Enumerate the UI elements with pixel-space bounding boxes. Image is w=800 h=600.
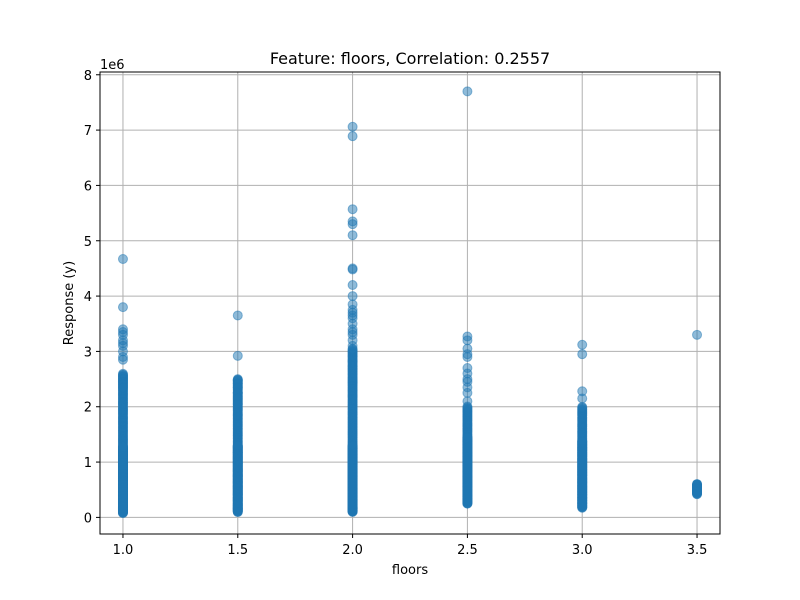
data-point — [692, 488, 703, 499]
x-tick-label: 2.0 — [342, 543, 363, 558]
data-point — [117, 254, 128, 265]
data-points — [117, 86, 703, 518]
data-point — [347, 131, 358, 142]
x-tick-label: 1.0 — [113, 543, 134, 558]
data-point — [347, 280, 358, 291]
y-tick-label: 7 — [84, 124, 92, 139]
data-point — [577, 436, 588, 447]
data-point — [462, 86, 473, 97]
y-tick-label: 3 — [84, 345, 92, 360]
x-tick-label: 3.5 — [687, 543, 708, 558]
y-tick-label: 8 — [84, 69, 92, 84]
data-point — [577, 349, 588, 360]
data-point — [232, 350, 243, 361]
grid — [100, 72, 720, 534]
data-point — [692, 329, 703, 340]
data-point — [462, 351, 473, 362]
data-point — [347, 291, 358, 302]
y-tick-label: 1 — [84, 456, 92, 471]
data-point — [577, 401, 588, 412]
plot-area-frame — [99, 71, 721, 535]
data-point — [462, 432, 473, 443]
data-point — [347, 340, 358, 351]
data-point — [117, 354, 128, 365]
data-point — [232, 398, 243, 409]
data-point — [462, 396, 473, 407]
data-point — [117, 302, 128, 313]
data-point — [347, 440, 358, 451]
x-axis-label: floors — [392, 563, 428, 578]
data-point — [347, 121, 358, 132]
chart-title: Feature: floors, Correlation: 0.2557 — [270, 49, 550, 68]
data-point — [232, 310, 243, 321]
y-tick-label: 2 — [84, 401, 92, 416]
data-point — [577, 393, 588, 404]
data-point — [462, 335, 473, 346]
data-point — [347, 219, 358, 230]
data-point — [347, 204, 358, 215]
y-axis-label: Response (y) — [62, 261, 77, 345]
data-point — [347, 230, 358, 241]
data-point — [232, 440, 243, 451]
y-tick-label: 4 — [84, 290, 92, 305]
axis-ticks: 1.0 1.5 2.0 2.5 3.0 3.5 0 1 2 3 4 5 6 7 8 — [84, 69, 708, 558]
x-tick-label: 2.5 — [457, 543, 478, 558]
data-point — [117, 441, 128, 452]
data-point — [117, 382, 128, 393]
x-tick-label: 1.5 — [227, 543, 248, 558]
data-point — [347, 264, 358, 275]
data-point — [577, 339, 588, 350]
data-point — [462, 387, 473, 398]
y-tick-label: 5 — [84, 235, 92, 250]
y-tick-label: 0 — [84, 511, 92, 526]
y-axis-offset-label: 1e6 — [100, 58, 125, 73]
y-tick-label: 6 — [84, 179, 92, 194]
x-tick-label: 3.0 — [572, 543, 593, 558]
